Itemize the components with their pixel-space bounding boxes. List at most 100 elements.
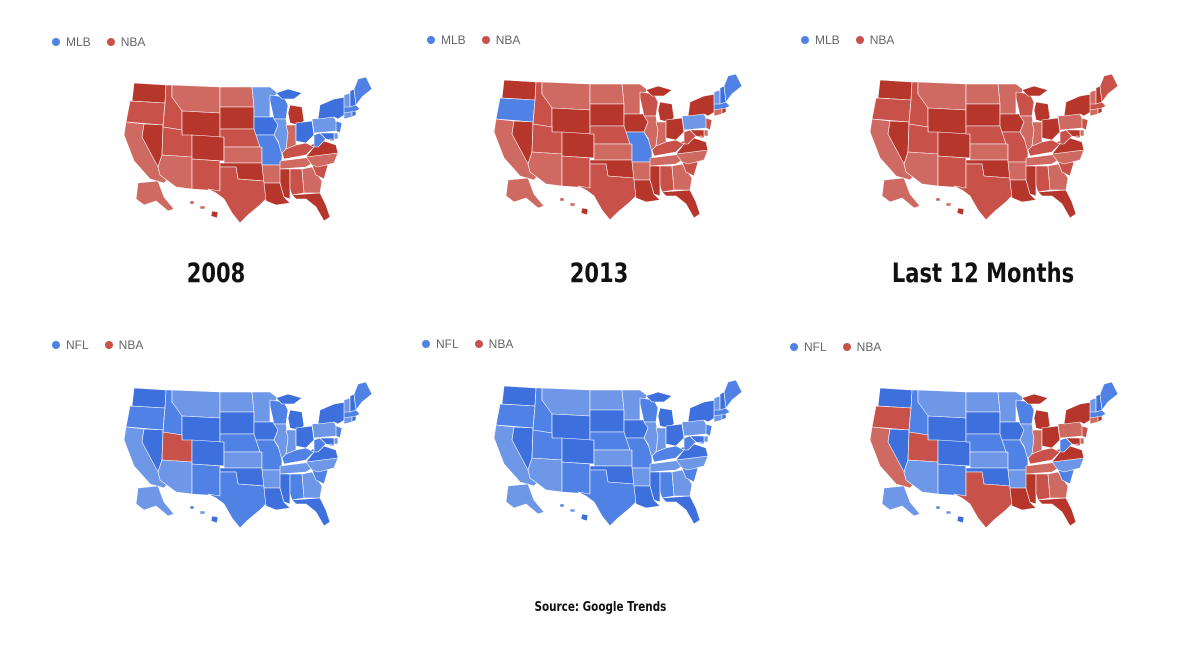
legend-dot-nfl [790, 343, 798, 351]
state-il [273, 423, 289, 461]
state-ms [649, 165, 661, 197]
state-sd [589, 409, 625, 433]
state-ks [593, 449, 633, 467]
legend-dot-nba [104, 341, 113, 349]
state-nd [589, 83, 625, 105]
state-oh [295, 425, 315, 449]
state-hi1 [935, 197, 941, 202]
legend-label-nfl: NFL [804, 340, 827, 354]
state-ak [881, 177, 921, 209]
year-label-2013: 2013 [569, 258, 629, 289]
state-hi3 [956, 515, 965, 524]
state-nm [191, 158, 221, 192]
state-hi1 [559, 503, 565, 508]
state-hi1 [189, 200, 195, 205]
legend-dot-nfl [52, 341, 60, 349]
state-ar [1007, 161, 1029, 181]
state-co [191, 134, 225, 162]
state-az [903, 459, 939, 495]
source-caption: Source: Google Trends [0, 600, 1200, 615]
state-al [1035, 165, 1051, 193]
state-hi3 [580, 513, 589, 522]
state-nj [1081, 425, 1089, 439]
legend-dot-mlb [52, 38, 60, 46]
state-oh [665, 117, 685, 141]
state-ny [1063, 93, 1095, 117]
state-ne [589, 431, 631, 451]
state-wy [181, 110, 221, 138]
state-tx [577, 469, 641, 527]
state-nm [937, 463, 967, 497]
state-or [871, 97, 912, 123]
state-il [1019, 115, 1035, 153]
state-nd [965, 391, 1001, 413]
state-mn [251, 391, 279, 423]
legend-dot-mlb [427, 36, 435, 44]
state-ri [721, 107, 727, 115]
state-il [1019, 423, 1035, 461]
state-nm [561, 155, 591, 189]
state-vt [713, 89, 721, 105]
state-ar [1007, 469, 1029, 489]
state-de [333, 132, 339, 140]
legend-panel-1: MLB NBA [52, 35, 155, 49]
state-ne [965, 433, 1007, 453]
state-wy [927, 107, 967, 135]
legend-label-nfl: NFL [436, 337, 459, 351]
state-dc [329, 138, 333, 142]
state-fl [291, 497, 331, 527]
state-oh [665, 423, 685, 447]
state-ri [1097, 415, 1103, 423]
state-mn [997, 83, 1025, 115]
state-az [527, 151, 563, 187]
us-map-panel-6 [869, 381, 1119, 529]
state-wv [313, 437, 327, 453]
state-pa [311, 116, 339, 134]
state-hi2 [199, 205, 206, 210]
state-mn [621, 389, 649, 421]
state-al [289, 473, 305, 501]
state-hi1 [189, 505, 195, 510]
state-hi1 [559, 197, 565, 202]
state-fl [661, 189, 701, 219]
state-nd [965, 83, 1001, 105]
legend-label-nba: NBA [869, 33, 895, 47]
state-ms [649, 471, 661, 503]
state-hi2 [945, 510, 952, 515]
state-fl [1037, 497, 1077, 527]
state-ne [219, 433, 261, 453]
state-hi3 [210, 515, 219, 524]
state-wy [927, 415, 967, 443]
state-ne [965, 125, 1007, 145]
state-az [157, 459, 193, 495]
state-ri [721, 413, 727, 421]
state-me [1099, 73, 1119, 103]
state-ar [631, 161, 653, 181]
state-or [871, 405, 912, 431]
state-ny [687, 399, 719, 423]
state-co [191, 439, 225, 467]
state-mn [251, 86, 279, 118]
state-ne [219, 128, 261, 148]
legend-panel-5: NFL NBA [422, 337, 523, 351]
state-al [289, 168, 305, 196]
state-or [495, 403, 536, 429]
us-map-panel-2 [493, 73, 743, 221]
state-ks [969, 451, 1009, 469]
state-ny [317, 96, 349, 120]
state-ar [261, 164, 283, 184]
state-ms [279, 473, 291, 505]
state-tx [953, 471, 1017, 529]
state-nm [191, 463, 221, 497]
state-dc [1075, 135, 1079, 139]
state-mi-u [1021, 85, 1049, 97]
state-ar [631, 467, 653, 487]
legend-label-nba: NBA [120, 35, 146, 49]
legend-label-mlb: MLB [66, 35, 91, 49]
state-me [723, 379, 743, 409]
state-mn [621, 83, 649, 115]
state-pa [311, 421, 339, 439]
us-map-panel-3 [869, 73, 1119, 221]
state-nm [561, 461, 591, 495]
state-me [1099, 381, 1119, 411]
